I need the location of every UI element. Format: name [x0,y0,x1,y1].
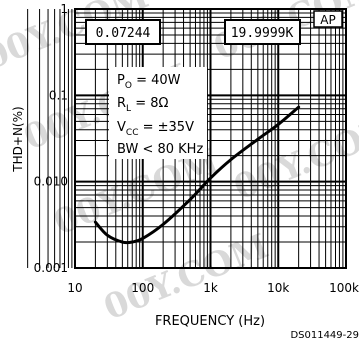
x-tick-label: 100 [131,281,154,295]
readout-left: 0.07244 [85,19,161,45]
condition-po: PO = 40W [117,73,181,91]
tick-labels: 10 100 1k 10k 100k 0.001 0.010 0.1 1 [34,2,359,295]
thd-curve [93,105,301,245]
x-tick-label: 10 [67,281,82,295]
readout-left-value: 0.07244 [96,26,151,41]
conditions-box [109,67,207,159]
readout-right: 19.9999K [224,19,301,45]
y-axis-label: THD+N(%) [11,106,25,172]
y-tick-label: 1 [60,2,68,16]
x-tick-label: 100k [329,281,359,295]
condition-bw: BW < 80 KHz [117,142,203,157]
readout-right-value: 19.9999K [231,26,294,41]
series-layer [93,105,301,245]
y-tick-label: 0.1 [49,88,68,102]
watermark: 00Y.COM00Y.COM00Y.COM00Y.COM00Y.COM00Y.C… [0,0,359,328]
footer-code: DS011449-29 [290,330,359,339]
x-tick-label: 1k [203,281,218,295]
x-axis-label: FREQUENCY (Hz) [155,314,265,329]
ap-badge-text: AP [320,13,335,27]
y-tick-label: 0.010 [34,175,68,189]
x-tick-label: 10k [267,281,289,295]
plot-frame [74,8,347,269]
ap-badge: AP [313,10,343,28]
y-tick-label: 0.001 [34,261,68,275]
